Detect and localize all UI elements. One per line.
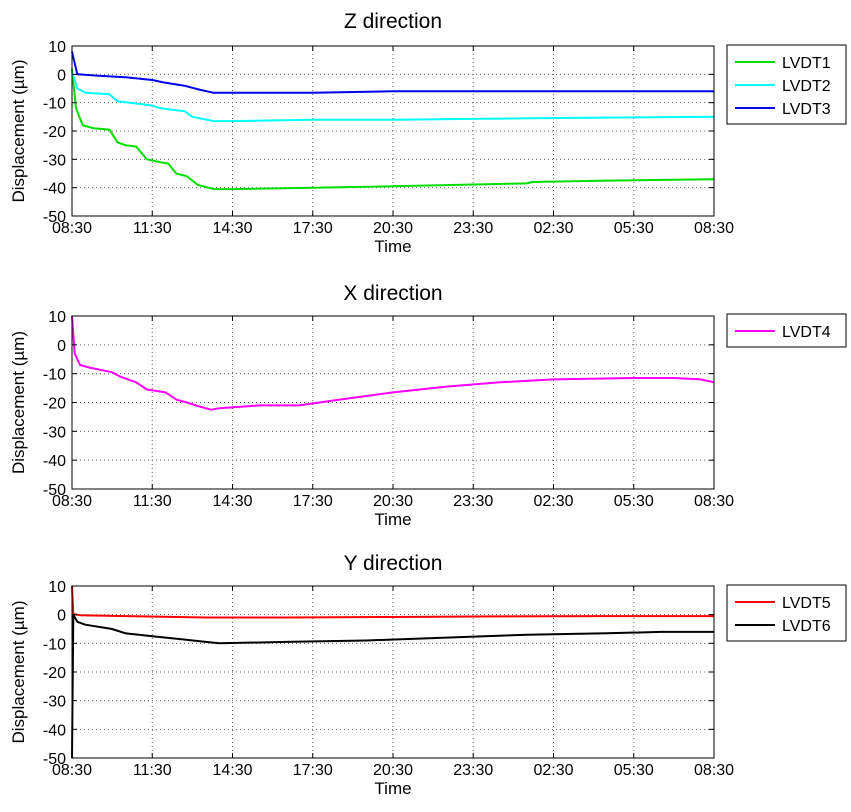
y-axis-label: Displacement (µm) [9,331,28,474]
x-tick-label: 17:30 [293,762,333,779]
y-tick-label: -20 [43,124,66,141]
series-line-lvdt1 [71,68,715,191]
y-axis-label: Displacement (µm) [9,601,28,744]
series-line-lvdt3 [71,51,714,94]
chart-title: X direction [343,282,442,305]
x-tick-label: 05:30 [614,493,654,510]
x-tick-label: 08:30 [694,762,734,779]
x-tick-label: 14:30 [212,220,252,237]
y-tick-label: 10 [48,579,66,596]
legend-box [726,584,847,642]
legend-label-lvdt2: LVDT2 [782,78,831,95]
x-tick-label: 02:30 [533,220,573,237]
x-tick-label: 17:30 [293,220,333,237]
panel-2: 08:30 11:30 14:30 17:30 20:30 23:30 02:30 05:30… [9,282,847,529]
legend-label-lvdt5: LVDT5 [782,595,831,612]
legend-label-lvdt1: LVDT1 [782,55,831,72]
x-tick-label: 08:30 [694,493,734,510]
y-tick-label: 0 [57,67,66,84]
x-tick-label: 14:30 [212,762,252,779]
legend-label-lvdt3: LVDT3 [782,101,831,118]
x-tick-label: 02:30 [533,493,573,510]
x-axis-label: Time [374,237,411,256]
y-tick-label: -20 [43,396,66,413]
x-tick-label: 23:30 [453,762,493,779]
panel-3: 08:30 11:30 14:30 17:30 20:30 23:30 02:30 05:30… [9,552,847,798]
series-line-lvdt4 [71,315,715,411]
y-tick-label: -40 [43,722,66,739]
x-tick-label: 08:30 [52,493,92,510]
legend-label-lvdt6: LVDT6 [782,618,831,635]
y-tick-label: -50 [43,482,66,499]
x-axis-label: Time [374,779,411,798]
x-tick-label: 05:30 [614,220,654,237]
y-tick-label: -10 [43,367,66,384]
x-tick-label: 11:30 [133,220,172,237]
y-tick-label: 0 [57,338,66,355]
y-tick-label: -30 [43,694,66,711]
y-tick-label: -10 [43,96,66,113]
y-tick-label: -30 [43,424,66,441]
x-tick-label: 11:30 [133,493,172,510]
x-tick-label: 20:30 [373,762,413,779]
y-axis-label: Displacement (µm) [9,60,28,203]
x-tick-label: 23:30 [453,220,493,237]
x-tick-label: 08:30 [52,762,92,779]
y-tick-label: -50 [43,751,66,768]
series-line-lvdt6 [71,613,714,759]
x-tick-label: 17:30 [293,493,333,510]
x-tick-label: 20:30 [373,220,413,237]
x-tick-label: 23:30 [453,493,493,510]
y-tick-label: -20 [43,665,66,682]
series-line-lvdt2 [71,71,715,123]
y-tick-label: -10 [43,636,66,653]
x-tick-label: 02:30 [533,762,573,779]
x-tick-label: 11:30 [133,762,172,779]
y-tick-label: 10 [48,309,66,326]
y-tick-label: -30 [43,152,66,169]
y-tick-label: 10 [48,39,66,56]
y-tick-label: 0 [57,608,66,625]
chart-title: Z direction [344,10,442,33]
x-tick-label: 08:30 [52,220,92,237]
x-tick-label: 20:30 [373,493,413,510]
x-tick-label: 14:30 [212,493,252,510]
x-tick-label: 08:30 [694,220,734,237]
legend-label-lvdt4: LVDT4 [782,324,831,341]
y-tick-label: -40 [43,181,66,198]
x-axis-label: Time [374,510,411,529]
panel-1: 08:30 11:30 14:30 17:30 20:30 23:30 02:30 05:30… [9,10,847,256]
x-tick-label: 05:30 [614,762,654,779]
y-tick-label: -50 [43,209,66,226]
y-tick-label: -40 [43,453,66,470]
chart-title: Y direction [344,552,443,575]
